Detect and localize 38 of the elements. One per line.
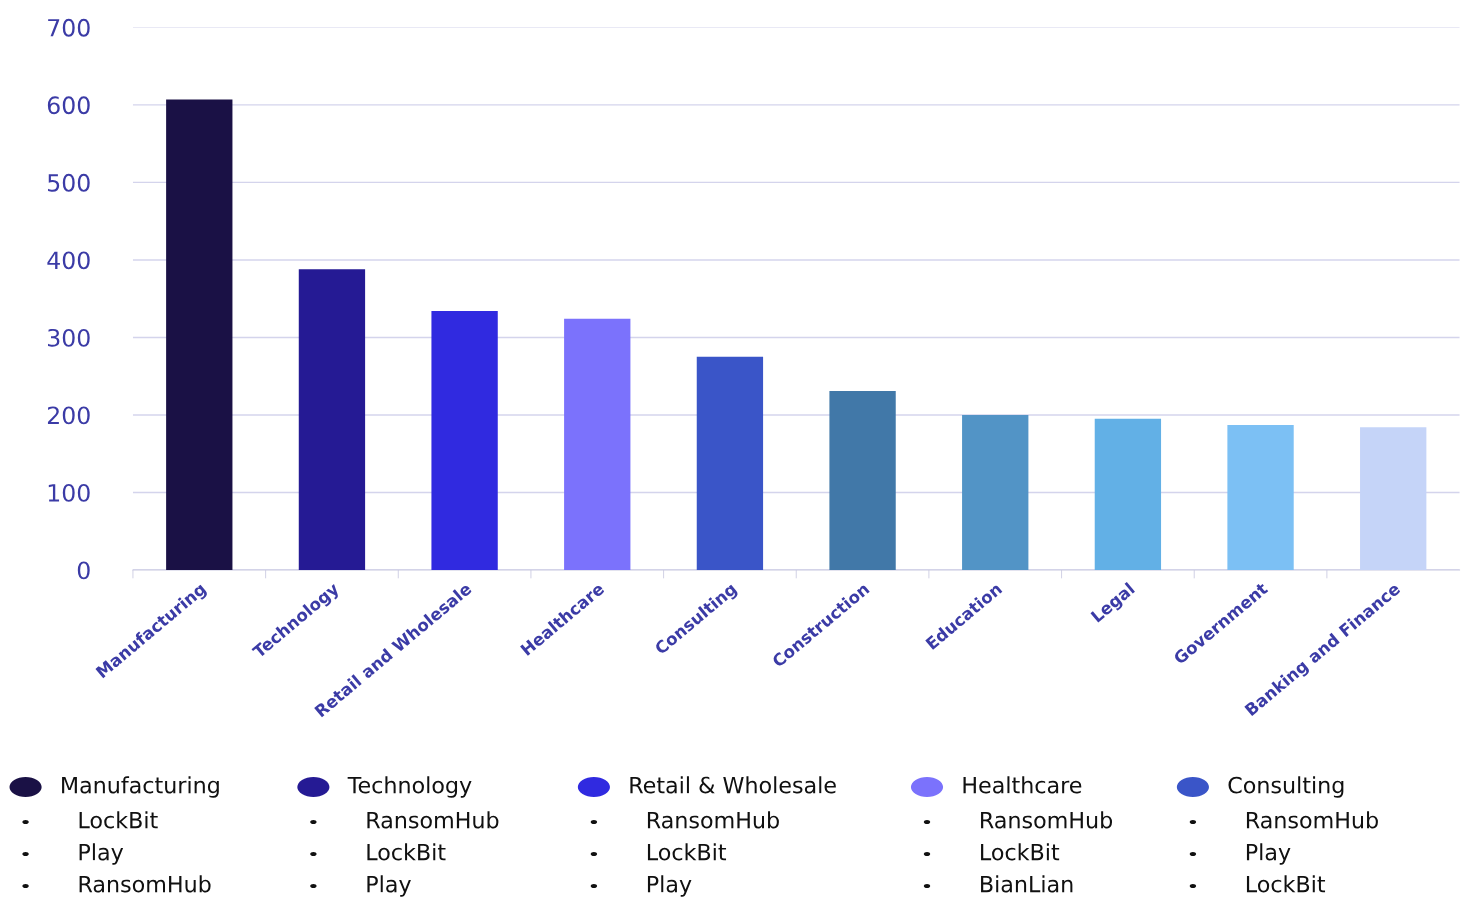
bar xyxy=(1094,418,1162,570)
text: Play xyxy=(367,875,411,897)
text: LockBit xyxy=(367,843,446,861)
bar xyxy=(696,356,764,570)
text: RansomHub xyxy=(647,811,779,829)
text: Consulting xyxy=(1228,776,1344,798)
text: RansomHub xyxy=(981,811,1113,829)
bar xyxy=(962,414,1029,570)
bar xyxy=(298,269,366,570)
y-tick-label: 700 xyxy=(48,18,90,37)
text: Manufacturing xyxy=(62,776,219,798)
y-tick-label: 600 xyxy=(47,96,90,115)
text: Play xyxy=(1246,843,1291,865)
y-tick-label: 400 xyxy=(47,251,90,270)
text: RansomHub xyxy=(79,875,211,893)
bar xyxy=(1227,425,1294,570)
bar xyxy=(829,390,896,570)
y-tick-label: 500 xyxy=(48,173,90,192)
y-tick-label: 100 xyxy=(48,483,90,502)
text: Play xyxy=(647,875,692,897)
bar xyxy=(564,318,631,570)
text: Retail & Wholesale xyxy=(630,776,836,794)
text: LockBit xyxy=(79,811,158,829)
text: Healthcare xyxy=(963,776,1082,794)
text: Technology xyxy=(347,776,472,798)
text: LockBit xyxy=(981,843,1060,861)
bar xyxy=(431,311,498,570)
text: LockBit xyxy=(1246,875,1326,893)
bar xyxy=(1360,427,1427,570)
bar xyxy=(166,99,233,570)
y-tick-label: 300 xyxy=(48,328,90,347)
text: LockBit xyxy=(647,843,727,861)
text: RansomHub xyxy=(1246,811,1378,829)
text: RansomHub xyxy=(367,811,499,829)
text: BianLian xyxy=(981,875,1073,893)
text: Play xyxy=(79,843,124,865)
y-tick-label: 200 xyxy=(47,406,90,425)
y-tick-label: 0 xyxy=(77,561,90,580)
